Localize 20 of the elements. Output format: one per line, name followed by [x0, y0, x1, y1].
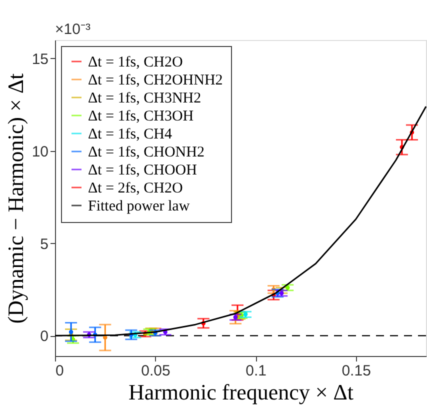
x-tick-label: 0.15 [342, 362, 371, 380]
y-tick-label: 5 [40, 236, 48, 253]
y-axis-title: (Dynamic − Harmonic) × Δt [2, 73, 28, 324]
x-tick-label: 0.05 [141, 362, 170, 380]
y-tick-label: 10 [32, 143, 48, 160]
text: ×10⁻³ [55, 21, 90, 38]
x-tick-label: 0 [56, 362, 64, 380]
y-tick-label: 15 [32, 50, 48, 68]
x-axis-title: Harmonic frequency × Δt [128, 380, 354, 404]
legend-label: Δt = 1fs, CH2OHNH2 [88, 72, 223, 88]
legend-label: Δt = 1fs, CHOOH [88, 162, 198, 178]
legend-label: Δt = 2fs, CH2O [88, 180, 183, 196]
x-tick-label: 0.1 [246, 362, 266, 380]
legend-label: Δt = 1fs, CHONH2 [88, 144, 204, 160]
legend-label: Δt = 1fs, CH3OH [88, 108, 194, 124]
legend-label: Fitted power law [88, 198, 190, 214]
legend-label: Δt = 1fs, CH2O [88, 54, 183, 70]
y-tick-label: 0 [40, 328, 48, 346]
legend-label: Δt = 1fs, CH4 [88, 126, 172, 142]
legend-label: Δt = 1fs, CH3NH2 [88, 90, 202, 106]
